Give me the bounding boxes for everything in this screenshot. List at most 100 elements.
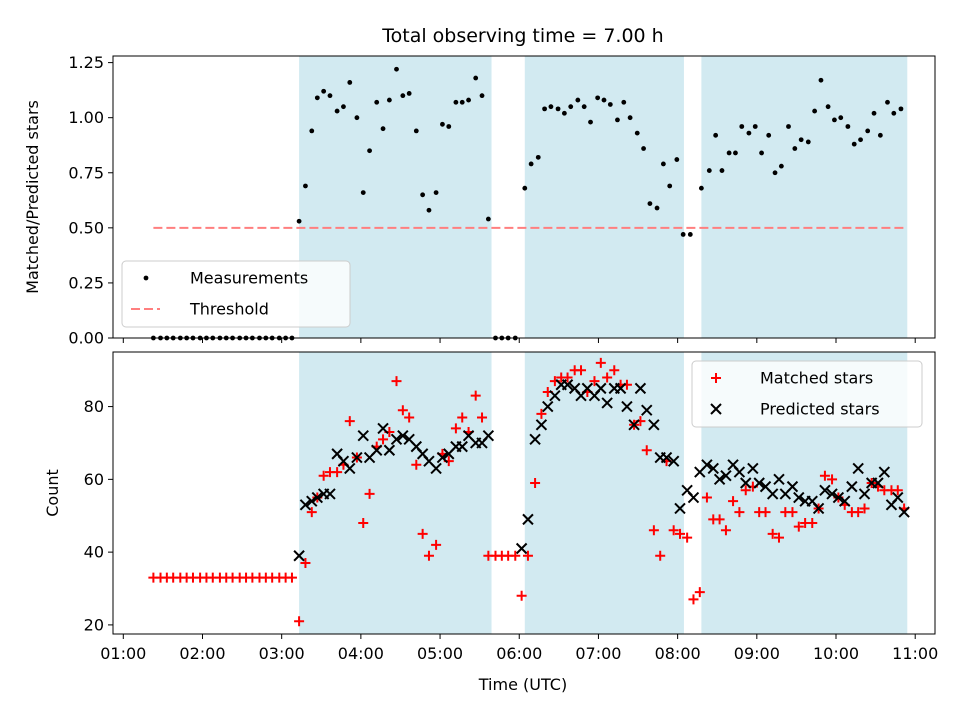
measurement-point	[786, 124, 791, 129]
predicted-star-point	[390, 433, 403, 446]
matched-star-point	[562, 372, 573, 383]
predicted-star-point	[733, 466, 746, 478]
measurement-point	[891, 110, 897, 116]
legend-label: Matched stars	[760, 369, 873, 388]
top-data-markers	[150, 66, 908, 341]
predicted-star-point	[397, 429, 409, 442]
measurement-point	[733, 150, 738, 156]
y-tick-label: 1.00	[68, 108, 104, 127]
matched-star-point	[688, 594, 699, 605]
x-tick-label: 02:00	[179, 644, 225, 663]
legend-swatch-measurements	[143, 275, 149, 281]
predicted-star-point	[311, 491, 324, 504]
matched-star-point	[827, 474, 838, 485]
measurement-point	[386, 97, 392, 103]
measurement-point	[680, 232, 686, 237]
legend-swatch-predicted	[710, 403, 722, 415]
matched-star-point	[682, 532, 693, 543]
matched-star-point	[648, 525, 659, 536]
predicted-star-point	[614, 382, 627, 395]
measurement-point	[654, 205, 660, 211]
measurement-point	[413, 128, 419, 134]
measurement-point	[374, 99, 380, 105]
measurement-point	[466, 97, 471, 103]
predicted-star-point	[324, 488, 336, 500]
measurement-point	[440, 121, 445, 127]
matched-star-point	[364, 488, 375, 499]
predicted-star-point	[549, 389, 561, 402]
y-tick-label: 40	[84, 543, 104, 562]
chart-title: Total observing time = 7.00 h	[381, 25, 663, 47]
matched-star-point	[740, 485, 751, 496]
matched-star-point	[300, 558, 311, 569]
bottom-plot-frame	[112, 351, 936, 635]
predicted-star-point	[812, 502, 825, 515]
top-plot-frame	[112, 55, 936, 339]
measurement-point	[561, 110, 567, 116]
matched-star-point	[344, 416, 355, 427]
matched-star-point	[602, 372, 613, 383]
y-tick-label: 60	[84, 470, 104, 489]
matched-star-point	[701, 492, 712, 503]
predicted-star-point	[370, 444, 383, 456]
bottom-y-axis-label: Count	[43, 469, 62, 517]
matched-star-point	[404, 412, 415, 423]
measurement-point	[687, 232, 693, 237]
measurement-point	[528, 161, 534, 167]
matched-star-point	[853, 507, 864, 518]
measurement-point	[542, 106, 547, 112]
predicted-star-point	[430, 462, 442, 475]
measurement-point	[601, 97, 607, 103]
matched-star-point	[332, 467, 343, 478]
predicted-star-point	[687, 491, 700, 504]
measurement-point	[420, 192, 426, 198]
measurement-point	[713, 132, 719, 138]
predicted-star-point	[351, 451, 363, 464]
measurement-point	[877, 132, 883, 138]
measurement-point	[296, 218, 302, 224]
measurement-point	[522, 185, 528, 191]
matched-star-point	[522, 550, 533, 561]
matched-star-point	[714, 514, 725, 525]
matched-star-point	[294, 616, 305, 627]
matched-star-point	[734, 507, 745, 518]
measurement-point	[575, 97, 581, 103]
predicted-star-point	[713, 473, 726, 486]
measurement-point	[706, 168, 712, 173]
matched-star-point	[694, 587, 705, 598]
measurement-point	[400, 93, 406, 99]
measurement-point	[627, 115, 633, 121]
matched-star-point	[773, 532, 784, 543]
predicted-star-point	[595, 382, 607, 395]
x-tick-label: 10:00	[813, 644, 859, 663]
measurement-point	[309, 128, 315, 134]
measurement-point	[898, 106, 904, 112]
measurement-point	[792, 146, 798, 151]
predicted-star-point	[621, 400, 633, 413]
matched-star-point	[510, 550, 521, 561]
top-legend: Measurements Threshold	[121, 260, 351, 328]
predicted-star-point	[674, 502, 686, 515]
measurement-point	[698, 185, 704, 191]
predicted-star-point	[858, 488, 871, 500]
measurement-point	[739, 124, 745, 129]
predicted-star-point	[299, 499, 312, 511]
bottom-x-axis: 01:00 02:00 03:00 04:00 05:00 06:00 07:00 08:00…	[100, 634, 938, 663]
measurement-point	[354, 115, 360, 121]
measurement-point	[406, 91, 412, 96]
matched-star-point	[417, 528, 428, 539]
measurement-point	[871, 110, 877, 116]
measurement-point	[341, 104, 346, 110]
matched-star-point	[589, 376, 600, 387]
predicted-star-point	[660, 451, 673, 464]
measurement-point	[772, 170, 778, 176]
matched-star-point	[595, 357, 606, 368]
predicted-star-point	[839, 495, 851, 507]
predicted-star-point	[436, 451, 449, 464]
matched-star-point	[819, 470, 830, 481]
measurement-point	[746, 130, 752, 136]
measurement-point	[851, 141, 857, 147]
measurement-point	[752, 124, 758, 129]
measurement-point	[607, 102, 613, 107]
